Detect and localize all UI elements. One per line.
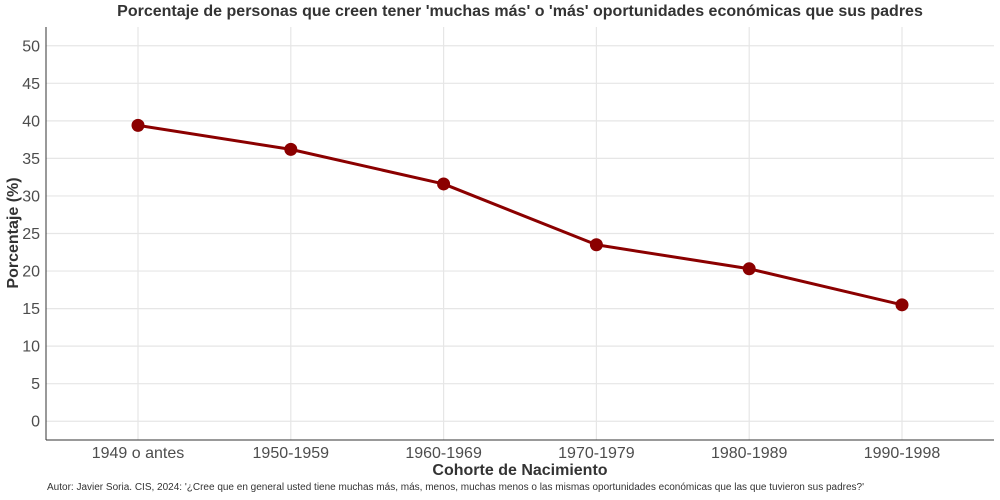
x-tick-label: 1950-1959 [253, 445, 330, 462]
y-tick-label: 15 [22, 301, 40, 318]
data-point [589, 238, 603, 252]
series [131, 118, 909, 312]
x-tick-label: 1949 o antes [92, 445, 185, 462]
y-tick-label: 25 [22, 226, 40, 243]
y-tick-labels: 0 5 10 15 20 25 30 35 40 45 50 [22, 38, 40, 430]
y-tick-label: 50 [22, 38, 40, 55]
y-tick-label: 35 [22, 151, 40, 168]
data-point [437, 177, 451, 191]
data-point [131, 118, 145, 132]
data-point [895, 298, 909, 312]
horizontal-gridlines [46, 45, 994, 422]
y-tick-label: 40 [22, 113, 40, 130]
series-line [137, 123, 903, 307]
x-axis-title: Cohorte de Nacimiento [432, 462, 607, 479]
x-tick-labels: 1949 o antes 1950-1959 1960-1969 1970-1979 1… [92, 445, 941, 462]
x-tick-label: 1960-1969 [405, 445, 482, 462]
x-tick-label: 1970-1979 [558, 445, 635, 462]
y-tick-label: 45 [22, 76, 40, 93]
y-tick-label: 10 [22, 339, 40, 356]
x-tick-label: 1980-1989 [711, 445, 788, 462]
y-axis-title: Porcentaje (%) [5, 177, 22, 288]
source-caption: Autor: Javier Soria. CIS, 2024: '¿Cree q… [47, 482, 865, 493]
x-tick-label: 1990-1998 [864, 445, 941, 462]
y-tick-label: 5 [31, 376, 40, 393]
y-tick-label: 30 [22, 188, 40, 205]
data-point [742, 262, 756, 276]
axes [45, 27, 994, 441]
chart-title: Porcentaje de personas que creen tener '… [117, 3, 923, 20]
y-tick-label: 20 [22, 264, 40, 281]
y-tick-label: 0 [31, 414, 40, 431]
data-point [284, 142, 298, 156]
